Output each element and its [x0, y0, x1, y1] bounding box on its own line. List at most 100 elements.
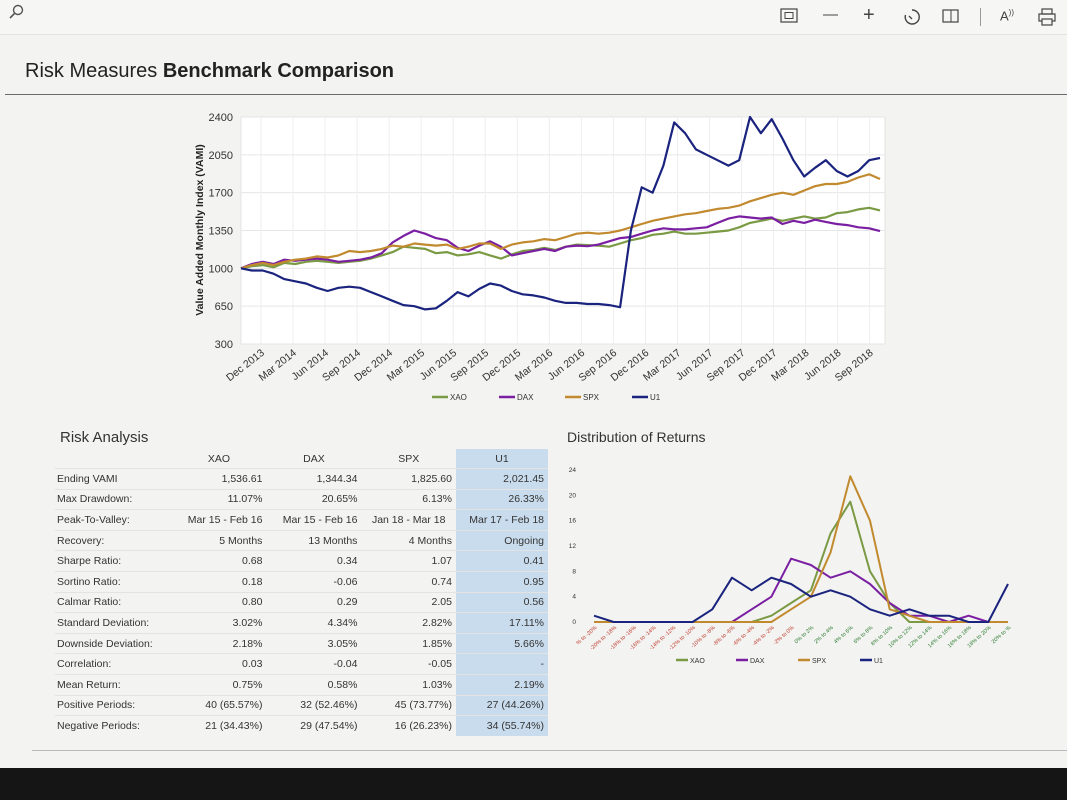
table-cell: 0.41 — [455, 550, 548, 572]
x-tick-label: -14% to -12% — [648, 625, 677, 652]
row-label: Max Drawdown: — [55, 488, 172, 510]
table-row: Sharpe Ratio: 0.68 0.34 1.07 0.41 — [55, 550, 548, 572]
row-label: Negative Periods: — [55, 715, 172, 736]
table-cell: 0.68 — [171, 550, 267, 572]
legend-label: XAO — [690, 658, 705, 665]
legend-item: U1 — [860, 658, 883, 665]
table-cell: 1.03% — [361, 673, 456, 696]
legend-item: DAX — [736, 658, 765, 665]
table-cell: Jan 18 - Mar 18 — [361, 509, 456, 531]
row-label: Downside Deviation: — [55, 632, 172, 654]
table-cell: 0.95 — [455, 570, 548, 593]
fit-page-icon[interactable] — [780, 8, 798, 28]
table-cell: -0.06 — [266, 570, 362, 593]
legend-item: XAO — [432, 393, 467, 402]
x-tick-label: 16% to 18% — [947, 625, 973, 649]
search-icon[interactable] — [8, 4, 24, 24]
table-header-cell: XAO — [207, 452, 231, 465]
table-cell: 0.80 — [171, 591, 267, 613]
row-label: Standard Deviation: — [55, 612, 172, 634]
table-cell: 20.65% — [266, 488, 362, 510]
legend-item: XAO — [676, 658, 705, 665]
table-cell: Ongoing — [455, 529, 548, 551]
table-cell: 4.34% — [266, 612, 362, 634]
table-cell: 0.18 — [171, 570, 267, 593]
table-row: Ending VAMI 1,536.61 1,344.34 1,825.60 2,021… — [55, 468, 548, 490]
x-tick-label: 14% to 16% — [927, 625, 953, 649]
table-cell: 0.29 — [266, 591, 362, 613]
table-row: Recovery: 5 Months 13 Months 4 Months Ongoin… — [55, 529, 548, 551]
row-label: Sortino Ratio: — [55, 570, 172, 593]
read-aloud-icon[interactable]: A)) — [1000, 8, 1014, 24]
title-divider — [5, 94, 1067, 95]
x-tick-label: -16% to -14% — [629, 625, 658, 652]
row-label: Recovery: — [55, 529, 172, 551]
risk-table-body: Ending VAMI 1,536.61 1,344.34 1,825.60 2,021… — [55, 468, 548, 736]
table-row: Sortino Ratio: 0.18 -0.06 0.74 0.95 — [55, 570, 548, 593]
x-tick-label: -2% to 0% — [773, 625, 796, 647]
page-title: Risk Measures Benchmark Comparison — [25, 60, 394, 83]
x-tick-label: 18% to 20% — [967, 625, 993, 649]
y-tick-label: 16 — [569, 518, 577, 525]
table-cell: 2.19% — [455, 673, 548, 696]
table-cell: 0.56 — [455, 591, 548, 613]
y-tick-label: 8 — [572, 568, 576, 575]
x-tick-label: -20% to -18% — [589, 625, 618, 652]
toolbar-divider — [980, 8, 981, 26]
print-icon[interactable] — [1038, 8, 1056, 30]
rotate-icon[interactable] — [903, 8, 921, 30]
y-tick-label: 300 — [215, 339, 233, 351]
table-cell: -0.04 — [266, 653, 362, 675]
table-cell: 32 (52.46%) — [266, 694, 362, 716]
table-cell: 11.07% — [171, 488, 267, 510]
risk-analysis-table: XAO DAX SPX U1 Ending VAMI 1,536.61 1,344.… — [55, 449, 548, 736]
row-label: Mean Return: — [55, 673, 172, 696]
table-row: Negative Periods: 21 (34.43%) 29 (47.54%) 1… — [55, 715, 548, 736]
table-row: Max Drawdown: 11.07% 20.65% 6.13% 26.33% — [55, 488, 548, 510]
x-tick-label: 20% to % — [991, 625, 1013, 645]
x-tick-label: -18% to -16% — [609, 625, 638, 652]
legend-label: XAO — [450, 393, 467, 402]
table-row: Standard Deviation: 3.02% 4.34% 2.82% 17.11% — [55, 612, 548, 634]
x-tick-label: 12% to 14% — [907, 625, 933, 649]
table-row: Correlation: 0.03 -0.04 -0.05- — [55, 653, 548, 675]
table-header-empty — [55, 449, 171, 469]
table-cell: Mar 15 - Feb 16 — [266, 509, 362, 531]
row-label: Ending VAMI — [55, 468, 172, 490]
table-cell: 0.03 — [171, 653, 267, 675]
series-line-spx — [240, 173, 881, 270]
table-cell: 40 (65.57%) — [171, 694, 267, 716]
y-tick-label: 24 — [569, 467, 577, 474]
table-cell: 3.02% — [171, 612, 267, 634]
table-cell: 6.13% — [361, 488, 456, 510]
zoom-out-icon[interactable]: — — [823, 6, 838, 23]
row-label: Positive Periods: — [55, 694, 172, 716]
y-axis-label: Value Added Monthly Index (VAMI) — [194, 144, 206, 316]
zoom-in-icon[interactable]: + — [863, 4, 875, 26]
table-cell: 4 Months — [361, 529, 456, 551]
x-tick-label: -6% to -4% — [732, 625, 756, 648]
page-title-light: Risk Measures — [25, 60, 158, 82]
page-view-icon[interactable] — [942, 8, 960, 28]
table-cell: 0.74 — [361, 570, 456, 593]
viewer-toolbar: — + A)) — [0, 0, 1067, 35]
table-cell: 1.85% — [361, 632, 456, 654]
series-line-dax — [240, 215, 881, 270]
x-tick-label: 6% to 8% — [853, 625, 875, 645]
table-cell: 1.07 — [361, 550, 456, 572]
dist-series-line-u1 — [593, 576, 1009, 623]
x-tick-label: % to -20% — [575, 625, 598, 647]
y-tick-label: 12 — [569, 543, 577, 550]
table-cell: 2,021.45 — [455, 468, 548, 490]
table-cell: 1,344.34 — [266, 468, 362, 490]
y-tick-label: 1700 — [209, 188, 233, 200]
table-cell: 0.58% — [266, 673, 362, 696]
table-cell: 27 (44.26%) — [455, 694, 548, 716]
table-row: Mean Return: 0.75% 0.58% 1.03% 2.19% — [55, 673, 548, 696]
row-label: Calmar Ratio: — [55, 591, 172, 613]
dist-series-line-spx — [594, 475, 1008, 623]
table-cell: 1,825.60 — [361, 468, 456, 490]
legend-item: U1 — [632, 393, 661, 402]
table-cell: - — [455, 653, 548, 675]
